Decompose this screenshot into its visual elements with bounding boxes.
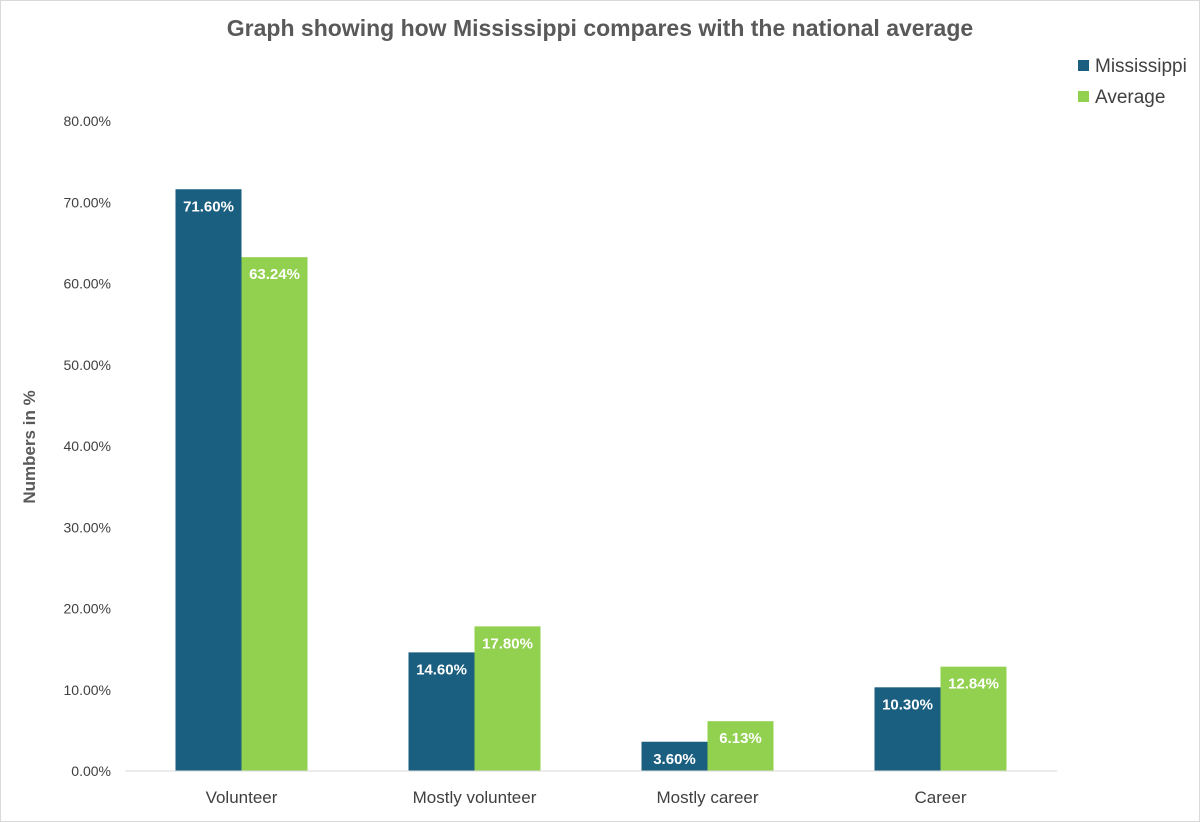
category-label: Mostly career — [656, 788, 758, 807]
y-tick-label: 70.00% — [64, 194, 111, 210]
data-labels: 71.60% 63.24% 14.60% 17.80% 3.60% 6.13% 10.30%… — [183, 198, 999, 768]
category-label: Mostly volunteer — [413, 788, 537, 807]
legend: Mississippi Average — [1078, 56, 1187, 108]
bar-average — [707, 721, 774, 771]
data-label-mississippi: 14.60% — [416, 661, 467, 678]
chart-title: Graph showing how Mississippi compares w… — [227, 15, 973, 41]
y-tick-label: 50.00% — [64, 357, 111, 373]
bar-mississippi — [408, 652, 475, 771]
data-label-average: 17.80% — [482, 635, 533, 652]
y-tick-label: 30.00% — [64, 519, 111, 535]
category-label: Volunteer — [206, 788, 278, 807]
y-axis-title: Numbers in % — [20, 390, 39, 503]
y-tick-label: 80.00% — [64, 113, 111, 129]
y-tick-label: 40.00% — [64, 438, 111, 454]
legend-label-mississippi: Mississippi — [1095, 56, 1187, 77]
bar-average — [940, 666, 1007, 771]
legend-label-average: Average — [1095, 87, 1165, 108]
legend-swatch-mississippi — [1078, 60, 1089, 71]
y-axis-ticks: 0.00% 10.00% 20.00% 30.00% 40.00% 50.00% 60.00… — [64, 113, 111, 779]
category-label: Career — [915, 788, 967, 807]
bar-mississippi — [641, 741, 708, 771]
bar-average — [474, 626, 541, 771]
bar-series — [175, 189, 1007, 771]
data-label-average: 6.13% — [719, 730, 762, 747]
bar-average — [241, 257, 308, 771]
y-tick-label: 20.00% — [64, 601, 111, 617]
bar-mississippi — [874, 687, 941, 771]
data-label-mississippi: 3.60% — [653, 751, 696, 768]
data-label-average: 12.84% — [948, 676, 999, 693]
data-label-mississippi: 71.60% — [183, 198, 234, 215]
data-label-average: 63.24% — [249, 266, 300, 283]
y-tick-label: 10.00% — [64, 682, 111, 698]
legend-swatch-average — [1078, 91, 1089, 102]
bar-mississippi — [175, 189, 242, 771]
y-tick-label: 0.00% — [71, 763, 111, 779]
category-labels: Volunteer Mostly volunteer Mostly career Ca… — [206, 788, 967, 807]
y-tick-label: 60.00% — [64, 276, 111, 292]
data-label-mississippi: 10.30% — [882, 696, 933, 713]
